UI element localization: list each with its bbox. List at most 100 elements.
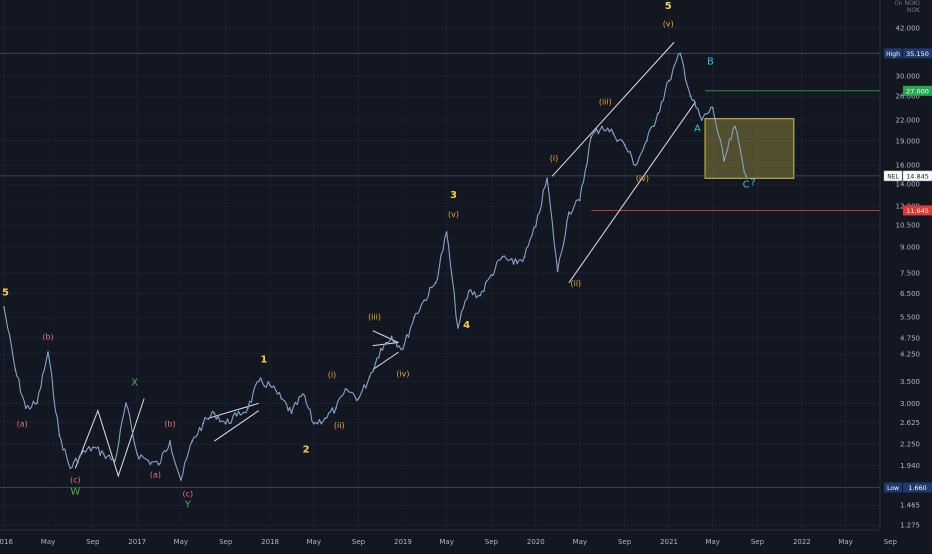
y-tick-label: 26.000 (896, 93, 921, 101)
wave-label: (c) (70, 475, 81, 484)
wave-label: 4 (463, 320, 470, 331)
price-point (136, 453, 139, 455)
price-point (711, 106, 714, 109)
x-tick-label: 2019 (394, 538, 412, 546)
price-tag-value-box (902, 170, 932, 182)
price-tag-layer: High 35.150 27.000 NEL 14.845 11.645 Low 1.660 (883, 48, 932, 493)
price-point (456, 326, 459, 329)
price-point (3, 306, 5, 309)
y-tick-label: 5.500 (900, 314, 920, 322)
price-tag-value-box (903, 85, 932, 96)
price-point (324, 417, 326, 420)
zigzag-pattern (74, 398, 145, 478)
currency-label-line2: NOK (907, 7, 921, 14)
price-point (668, 79, 670, 82)
price-point (656, 112, 659, 115)
price-tag-label-box (883, 170, 903, 182)
price-point (745, 175, 748, 178)
x-tick-label: May (174, 538, 188, 546)
price-point (568, 211, 570, 214)
y-tick-label: 16.000 (896, 162, 921, 170)
wave-label: C (743, 179, 750, 190)
x-tick-label: Sep (219, 538, 233, 546)
wave-label: (a) (150, 471, 161, 480)
price-point (36, 402, 39, 405)
grid-layer (0, 0, 891, 530)
y-tick-label: 1.940 (900, 462, 920, 470)
y-tick-label: 2.250 (900, 441, 920, 449)
price-point (269, 384, 271, 387)
x-tick-label: 2021 (660, 538, 678, 546)
wave-label: (b) (164, 419, 175, 428)
x-tick-label: 2016 (0, 538, 13, 546)
x-tick-label: 2020 (527, 538, 545, 546)
wave-label: (ii) (570, 279, 581, 288)
price-point (69, 467, 72, 470)
price-point (102, 453, 105, 455)
price-point (501, 255, 504, 258)
price-tag-value-box (903, 482, 932, 493)
y-tick-label: 14.000 (896, 181, 921, 189)
price-point (58, 434, 61, 436)
price-point (623, 143, 626, 146)
price-point (645, 139, 648, 142)
wave-label: (iv) (396, 370, 409, 379)
price-point (402, 347, 404, 350)
trend-line (372, 342, 399, 347)
price-point (523, 255, 526, 258)
price-point (257, 380, 260, 383)
x-tick-label: May (705, 538, 719, 546)
wave-label: B (707, 56, 714, 67)
y-tick-label: 3.500 (900, 378, 920, 386)
x-tick-label: May (838, 538, 852, 546)
price-point (202, 422, 204, 425)
y-tick-label: 2.625 (900, 419, 920, 427)
price-point (479, 294, 481, 297)
trend-line (372, 330, 399, 343)
y-tick-label: 7.500 (900, 270, 920, 278)
x-tick-label: 2022 (793, 538, 811, 546)
wave-label: (c) (182, 489, 193, 498)
trend-line (568, 101, 696, 284)
price-point (434, 281, 437, 284)
price-point (390, 335, 393, 338)
x-tick-label: Sep (352, 538, 366, 546)
price-point (379, 347, 382, 350)
trend-line (372, 351, 399, 371)
y-tick-label: 10.500 (896, 222, 921, 230)
price-point (157, 463, 160, 466)
price-point (114, 460, 116, 462)
price-tag-value-box (903, 48, 932, 59)
price-tag: High 35.150 (884, 48, 932, 59)
wave-label: (iii) (368, 313, 381, 322)
wave-label: 5 (665, 1, 672, 12)
y-tick-label: 3.000 (900, 400, 920, 408)
price-point (191, 440, 194, 442)
price-point (246, 407, 249, 410)
wave-label: Y (184, 500, 192, 511)
y-tick-label: 22.000 (896, 116, 921, 124)
price-point (169, 440, 171, 442)
price-tag: NEL 14.845 (883, 170, 932, 182)
price-point (601, 125, 603, 128)
price-tag-label: Low (887, 485, 899, 492)
trend-line (551, 41, 675, 177)
trend-line-layer (74, 41, 696, 478)
price-tag-label-box (884, 48, 902, 59)
price-point (700, 119, 703, 121)
price-tag-label: NEL (887, 173, 899, 180)
price-point (235, 414, 238, 417)
price-point (578, 199, 581, 202)
price-point (224, 422, 227, 425)
wave-label: 3 (450, 190, 457, 201)
y-tick-label: 4.750 (900, 334, 920, 342)
wave-label: A (694, 123, 701, 134)
annotation-layer: 5 (a) (b) (c) W X (a) (b) (c) Y 1 2 (i) (ii) (iii) (iv)… (2, 1, 756, 511)
price-point (125, 402, 127, 405)
time-axis-panel[interactable] (0, 530, 932, 550)
price-point (346, 388, 349, 391)
wave-label: (i) (328, 370, 336, 379)
price-point (301, 393, 304, 396)
